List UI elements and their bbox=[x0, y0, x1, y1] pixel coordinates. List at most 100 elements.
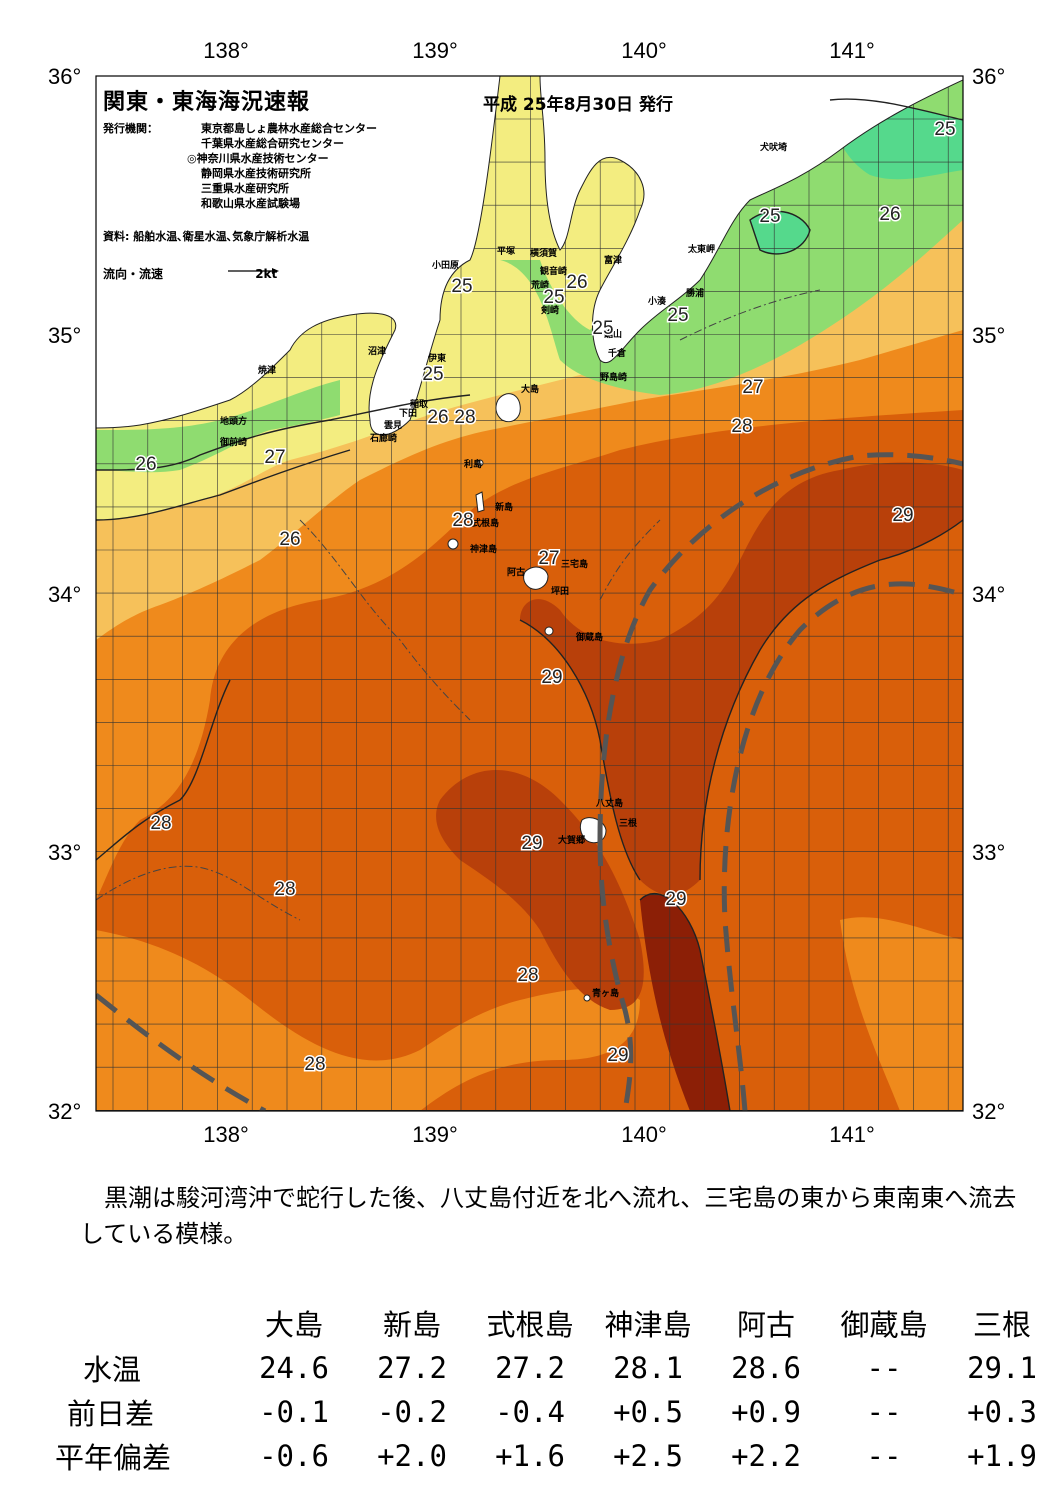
isotherm-lines bbox=[96, 98, 963, 1111]
place-name: 神津島 bbox=[470, 543, 497, 555]
place-name: 観音崎 bbox=[540, 265, 567, 277]
table-row: 前日差 -0.1 -0.2 -0.4 +0.5 +0.9 -- +0.3 bbox=[55, 1390, 1061, 1434]
lon-label: 141° bbox=[829, 38, 875, 63]
land-kozushima bbox=[447, 538, 459, 550]
flow-legend-scale: 2kt bbox=[255, 267, 278, 281]
place-name: 富津 bbox=[604, 254, 622, 266]
data-source: 資料: 船舶水温､衛星水温､気象庁解析水温 bbox=[103, 230, 310, 243]
lat-label: 36° bbox=[972, 64, 1005, 89]
agency-item: 三重県水産研究所 bbox=[201, 182, 289, 195]
column-header: 大島 bbox=[264, 1308, 323, 1342]
land-mikurajima bbox=[544, 626, 554, 636]
temp-zone-29a bbox=[520, 462, 963, 895]
place-name: 横須賀 bbox=[530, 247, 557, 259]
agency-item: 東京都島しょ農林水産総合センター bbox=[201, 122, 377, 135]
agency-item: 千葉県水産総合研究センター bbox=[201, 137, 344, 150]
lat-label: 33° bbox=[48, 840, 81, 865]
lon-label: 140° bbox=[621, 38, 667, 63]
isotherm-label: 28 bbox=[454, 407, 475, 428]
lat-label: 34° bbox=[48, 582, 81, 607]
place-name: 稲取 bbox=[410, 398, 429, 410]
column-header: 阿古 bbox=[736, 1308, 795, 1342]
lat-label: 33° bbox=[972, 840, 1005, 865]
isotherm-label: 28 bbox=[517, 965, 538, 986]
table-cell: +1.9 bbox=[967, 1439, 1037, 1473]
isotherm-label: 29 bbox=[665, 889, 686, 910]
temp-zone-23b bbox=[750, 211, 810, 254]
lat-label: 32° bbox=[48, 1099, 81, 1124]
table-cell: -- bbox=[866, 1395, 902, 1429]
place-name: 式根島 bbox=[472, 517, 499, 529]
table-cell: -- bbox=[866, 1351, 902, 1385]
lat-label: 34° bbox=[972, 582, 1005, 607]
place-name: 利島 bbox=[463, 458, 482, 470]
place-name: 新島 bbox=[495, 501, 513, 513]
coordinate-labels: 138° 138° 139° 139° 140° 140° 141° 141° 36° 36° 35… bbox=[48, 38, 1005, 1147]
isotherm-label: 25 bbox=[667, 305, 688, 326]
place-name: 平塚 bbox=[497, 245, 515, 257]
map-title: 関東・東海海況速報 bbox=[103, 90, 311, 115]
agency-label: 発行機関： bbox=[103, 122, 158, 135]
isotherm-label: 25 bbox=[759, 206, 780, 227]
table-cell: +2.2 bbox=[731, 1439, 801, 1473]
temp-zone-27b bbox=[96, 930, 640, 1111]
issue-date: 平成 25年8月30日 発行 bbox=[483, 95, 673, 115]
place-name: 犬吠埼 bbox=[759, 141, 787, 153]
land-miyake bbox=[523, 566, 549, 590]
lat-label: 32° bbox=[972, 1099, 1005, 1124]
lon-label: 141° bbox=[829, 1122, 875, 1147]
isotherm-label: 26 bbox=[879, 204, 900, 225]
place-name: 御前崎 bbox=[219, 436, 247, 448]
place-name: 小田原 bbox=[431, 259, 459, 271]
agency-item: ◎神奈川県水産技術センター bbox=[187, 152, 329, 165]
temp-zone-29b bbox=[436, 770, 644, 1010]
place-name: 青ヶ島 bbox=[592, 987, 619, 999]
place-name: 勝浦 bbox=[686, 287, 704, 299]
island-temperature-table: 大島 新島 式根島 神津島 阿古 御蔵島 三根 水温 24.6 27.2 27.… bbox=[55, 1300, 1061, 1478]
table-cell: 29.1 bbox=[967, 1351, 1037, 1385]
table-cell: -0.2 bbox=[377, 1395, 447, 1429]
place-name: 三宅島 bbox=[561, 558, 588, 570]
isotherm-label: 28 bbox=[150, 813, 171, 834]
kuroshio-axis bbox=[96, 452, 963, 1111]
place-name: 大島 bbox=[521, 383, 539, 395]
table-cell: +0.5 bbox=[613, 1395, 683, 1429]
column-header: 新島 bbox=[382, 1308, 441, 1342]
place-name: 下田 bbox=[399, 408, 417, 419]
place-name: 大賀郷 bbox=[558, 834, 585, 846]
isotherm-label: 28 bbox=[304, 1054, 325, 1075]
flow-legend-label: 流向・流速 bbox=[103, 267, 164, 281]
isotherm-label: 28 bbox=[731, 416, 752, 437]
lat-label: 36° bbox=[48, 64, 81, 89]
place-name: 小湊 bbox=[647, 295, 667, 307]
isotherm-label: 27 bbox=[264, 447, 285, 468]
place-name: 太東岬 bbox=[687, 243, 715, 255]
depth-contours bbox=[96, 289, 821, 921]
isotherm-label: 29 bbox=[607, 1045, 628, 1066]
isotherm-label: 27 bbox=[538, 548, 559, 569]
isotherm-label: 26 bbox=[427, 407, 448, 428]
agency-item: 静岡県水産技術研究所 bbox=[201, 167, 311, 180]
map-frame bbox=[95, 75, 964, 1112]
table-cell: -0.6 bbox=[259, 1439, 329, 1473]
isotherm-label: 26 bbox=[279, 529, 300, 550]
land-izu-peninsula bbox=[96, 76, 501, 436]
place-name: 鋸山 bbox=[604, 328, 622, 340]
land-oshima bbox=[495, 393, 521, 423]
place-name: 石廊崎 bbox=[369, 432, 397, 444]
place-name: 剣崎 bbox=[540, 304, 559, 316]
summary-text: 黒潮は駿河湾沖で蛇行した後、八丈島付近を北へ流れ、三宅島の東から東南東へ流去して… bbox=[80, 1184, 1017, 1248]
isotherm-label: 25 bbox=[451, 276, 472, 297]
isotherm-label: 26 bbox=[566, 272, 587, 293]
table-cell: 24.6 bbox=[259, 1351, 329, 1385]
place-name: 野島崎 bbox=[600, 371, 627, 383]
column-header: 御蔵島 bbox=[840, 1308, 928, 1342]
land-toshima bbox=[476, 459, 484, 467]
table-row: 平年偏差 -0.6 +2.0 +1.6 +2.5 +2.2 -- +1.9 bbox=[55, 1434, 1061, 1478]
place-name: 雲見 bbox=[384, 419, 402, 431]
place-name: 地頭方 bbox=[220, 415, 247, 427]
place-name: 沼津 bbox=[368, 345, 386, 357]
table-cell: +1.6 bbox=[495, 1439, 565, 1473]
place-name: 千倉 bbox=[608, 347, 627, 359]
